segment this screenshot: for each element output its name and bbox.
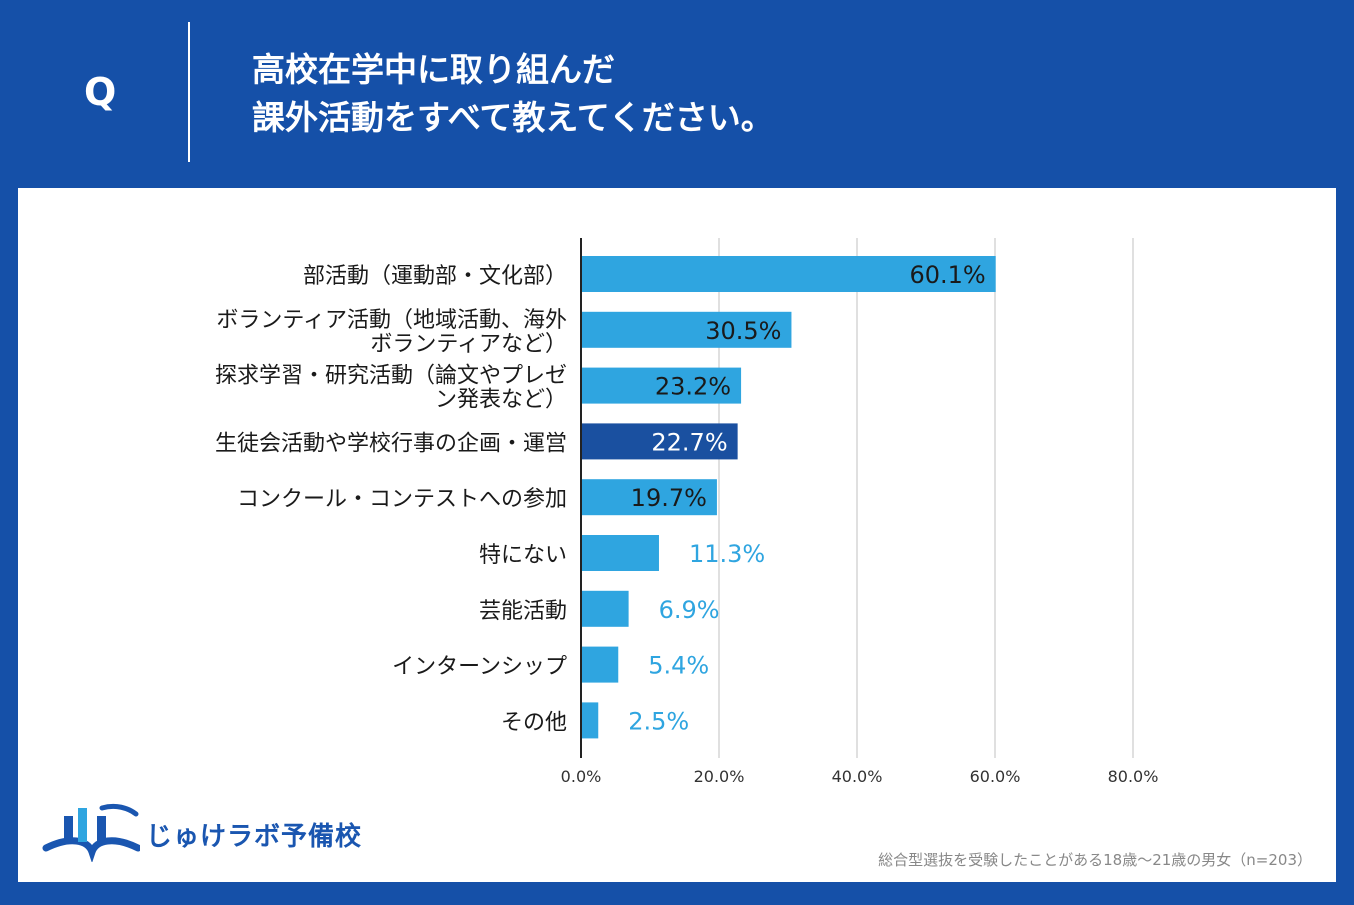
data-label: 6.9%	[659, 596, 720, 624]
x-tick-label: 0.0%	[561, 767, 602, 786]
category-label: 探求学習・研究活動（論文やプレゼ	[215, 364, 567, 389]
bar	[581, 256, 996, 292]
header-divider	[188, 22, 190, 162]
bar	[581, 590, 629, 627]
category-label: 部活動（運動部・文化部）	[303, 264, 567, 289]
data-label: 22.7%	[651, 428, 727, 456]
bar-chart: 0.0% 20.0% 40.0% 60.0% 80.0% 60.1% 部活動（運動部・文化部…	[215, 238, 1159, 786]
category-label: その他	[501, 710, 567, 735]
brand-logo: じゅけラボ予備校	[40, 802, 370, 864]
bar	[581, 479, 717, 516]
question-line-1: 高校在学中に取り組んだ	[252, 50, 615, 89]
bar	[581, 535, 659, 571]
x-tick-label: 20.0%	[694, 767, 745, 786]
question-marker: Q	[84, 70, 117, 114]
bar	[581, 702, 599, 739]
open-book-logo-icon	[42, 803, 142, 864]
data-label: 19.7%	[631, 484, 707, 512]
data-label: 5.4%	[648, 652, 709, 680]
x-tick-label: 40.0%	[832, 767, 883, 786]
bar	[581, 646, 619, 683]
bar	[581, 367, 742, 404]
data-label: 60.1%	[909, 261, 985, 289]
question-line-2: 課外活動をすべて教えてください。	[252, 98, 774, 137]
x-tick-label: 80.0%	[1108, 767, 1159, 786]
data-label: 2.5%	[628, 707, 689, 735]
category-label: 特にない	[479, 543, 567, 568]
category-label: インターンシップ	[392, 655, 567, 680]
category-label: コンクール・コンテストへの参加	[237, 487, 567, 512]
category-label: 生徒会活動や学校行事の企画・運営	[215, 431, 567, 456]
chart-panel: 0.0% 20.0% 40.0% 60.0% 80.0% 60.1% 部活動（運動部・文化部…	[18, 188, 1336, 882]
category-label: 芸能活動	[479, 599, 567, 624]
data-label: 23.2%	[655, 373, 731, 401]
category-label: ボランティア活動（地域活動、海外	[216, 308, 567, 333]
bar	[581, 423, 738, 460]
data-label: 30.5%	[705, 317, 781, 345]
data-label: 11.3%	[689, 540, 765, 568]
category-label: ン発表など）	[435, 388, 567, 413]
question-title: 高校在学中に取り組んだ 課外活動をすべて教えてください。	[252, 46, 774, 142]
bar	[581, 311, 792, 348]
sample-footnote: 総合型選抜を受験したことがある18歳〜21歳の男女（n=203）	[878, 851, 1312, 869]
brand-name: じゅけラボ予備校	[146, 822, 363, 852]
category-label: ボランティアなど）	[370, 332, 567, 357]
x-tick-label: 60.0%	[970, 767, 1021, 786]
